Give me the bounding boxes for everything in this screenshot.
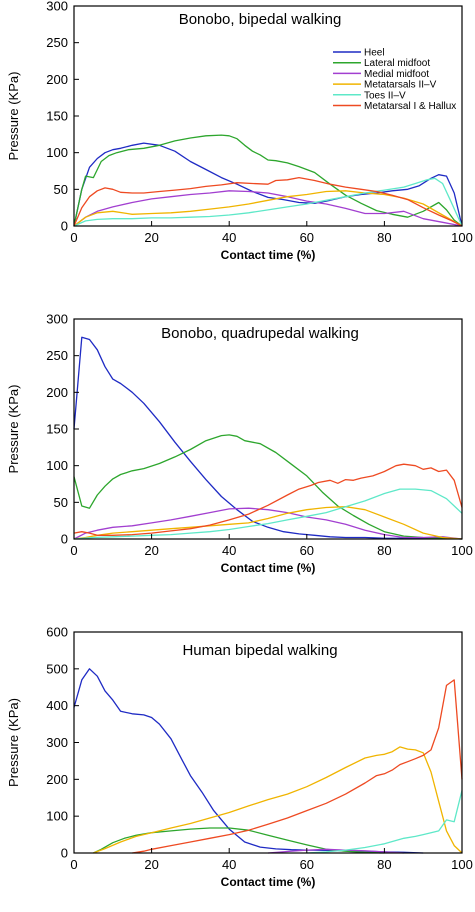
series-line-medial-midfoot (73, 190, 463, 227)
y-tick-label: 200 (46, 772, 68, 787)
x-tick-label: 0 (70, 857, 77, 872)
y-tick-label: 300 (46, 0, 68, 14)
chart-panel-3: 0 20 40 60 80 100 0 100 200 300 400 500 600 Human bip… (6, 625, 473, 890)
series-line-heel (73, 668, 424, 854)
y-tick-label: 100 (46, 809, 68, 824)
series-line-metatarsal-i-and-hallux (73, 463, 463, 536)
y-tick-label: 100 (46, 145, 68, 160)
x-tick-label: 20 (144, 857, 158, 872)
y-tick-label: 300 (46, 312, 68, 327)
y-tick-label: 0 (61, 532, 68, 547)
x-tick-label: 60 (300, 857, 314, 872)
legend-label-medial-midfoot: Medial midfoot (364, 69, 429, 80)
legend-label-heel: Heel (364, 48, 385, 59)
chart-panel-1: 0 20 40 60 80 100 0 50 100 150 200 250 300 Bonobo, bi… (6, 0, 473, 262)
y-tick-label: 600 (46, 625, 68, 640)
x-tick-label: 80 (377, 230, 391, 245)
series-line-medial-midfoot (267, 848, 404, 854)
series-line-toes-ii-v (306, 790, 463, 854)
y-tick-label: 200 (46, 385, 68, 400)
series-line-heel (73, 142, 463, 227)
y-tick-label: 250 (46, 348, 68, 363)
x-tick-label: 40 (222, 230, 236, 245)
y-axis-label: Pressure (KPa) (6, 72, 21, 161)
chart-panel-2: 0 20 40 60 80 100 0 50 100 150 200 250 300 Bonobo, qu… (6, 312, 473, 576)
legend-label-lateral-midfoot: Lateral midfoot (364, 58, 430, 69)
x-tick-label: 100 (451, 543, 473, 558)
x-tick-label: 20 (144, 543, 158, 558)
x-tick-label: 40 (222, 857, 236, 872)
series-line-heel (73, 336, 463, 540)
plot-frame (73, 631, 463, 854)
series-line-metatarsals-ii-v (93, 746, 463, 854)
series-line-metatarsals-ii-v (73, 506, 463, 540)
y-tick-label: 150 (46, 422, 68, 437)
y-tick-label: 150 (46, 109, 68, 124)
x-tick-label: 20 (144, 230, 158, 245)
y-tick-label: 50 (54, 495, 68, 510)
x-tick-label: 0 (70, 230, 77, 245)
legend-label-toes-ii-v: Toes II–V (364, 90, 406, 101)
chart-title: Human bipedal walking (182, 642, 337, 659)
series-line-metatarsal-i-and-hallux (132, 679, 463, 854)
y-axis-label: Pressure (KPa) (6, 698, 21, 787)
y-tick-label: 300 (46, 735, 68, 750)
x-tick-label: 40 (222, 543, 236, 558)
series-line-metatarsals-ii-v (73, 190, 463, 227)
x-axis-label: Contact time (%) (221, 875, 316, 889)
x-axis-label: Contact time (%) (221, 561, 316, 575)
y-tick-label: 500 (46, 661, 68, 676)
y-tick-label: 100 (46, 458, 68, 473)
x-tick-label: 60 (300, 230, 314, 245)
x-tick-label: 60 (300, 543, 314, 558)
y-tick-label: 0 (61, 219, 68, 234)
x-tick-label: 100 (451, 230, 473, 245)
series-line-toes-ii-v (73, 488, 463, 540)
y-axis-label: Pressure (KPa) (6, 385, 21, 474)
legend-label-metatarsal-i-and-hallux: Metatarsal I & Hallux (364, 101, 456, 112)
series-line-toes-ii-v (73, 177, 463, 227)
series-line-medial-midfoot (73, 507, 463, 540)
y-tick-label: 400 (46, 698, 68, 713)
legend-label-metatarsals-ii-v: Metatarsals II–V (364, 80, 437, 91)
y-tick-label: 250 (46, 35, 68, 50)
series-line-lateral-midfoot (73, 134, 463, 227)
x-tick-label: 80 (377, 543, 391, 558)
x-axis-label: Contact time (%) (221, 248, 316, 262)
series-line-lateral-midfoot (73, 434, 463, 540)
y-tick-label: 0 (61, 846, 68, 861)
chart-title: Bonobo, bipedal walking (179, 11, 342, 28)
series-line-metatarsal-i-and-hallux (73, 176, 463, 227)
x-tick-label: 100 (451, 857, 473, 872)
x-tick-label: 80 (377, 857, 391, 872)
x-tick-label: 0 (70, 543, 77, 558)
y-tick-label: 50 (54, 182, 68, 197)
chart-title: Bonobo, quadrupedal walking (161, 325, 359, 342)
y-tick-label: 200 (46, 72, 68, 87)
